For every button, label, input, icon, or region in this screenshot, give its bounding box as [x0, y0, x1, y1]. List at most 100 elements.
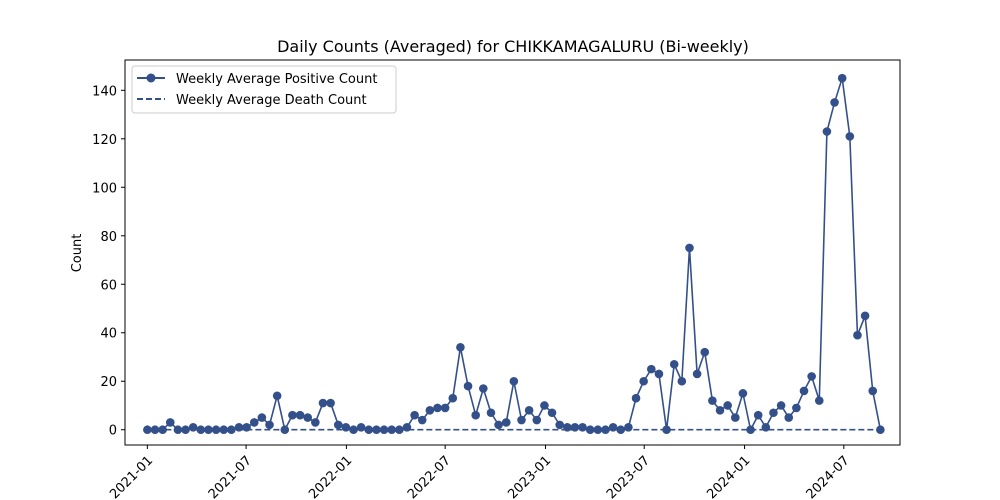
positive-count-point	[196, 425, 206, 435]
y-tick-label: 60	[100, 278, 117, 293]
positive-count-point	[631, 393, 641, 403]
positive-count-point	[448, 393, 458, 403]
positive-count-point	[647, 364, 656, 374]
positive-count-point	[219, 425, 229, 435]
positive-count-point	[853, 330, 862, 340]
positive-count-point	[746, 425, 755, 435]
positive-count-point	[303, 413, 313, 422]
y-tick-label: 140	[92, 84, 117, 99]
positive-count-point	[204, 425, 213, 435]
positive-count-point	[753, 410, 763, 420]
positive-count-point	[730, 413, 740, 422]
legend-death-label: Weekly Average Death Count	[176, 93, 367, 108]
y-tick-label: 40	[100, 327, 117, 342]
positive-count-point	[494, 420, 503, 430]
positive-count-point	[776, 401, 786, 410]
positive-count-point	[326, 398, 335, 408]
positive-count-point	[517, 415, 526, 425]
positive-count-point	[349, 425, 358, 435]
y-tick-label: 0	[109, 424, 117, 439]
y-axis-ticks: 0 20 40 60 80 100 120 140	[92, 84, 125, 439]
positive-count-point	[471, 410, 480, 420]
positive-count-point	[143, 425, 152, 435]
positive-count-point	[876, 425, 885, 435]
positive-count-point	[242, 423, 251, 432]
positive-count-point	[624, 423, 633, 432]
positive-count-point	[509, 376, 519, 386]
plot-frame	[124, 59, 901, 446]
positive-count-point	[669, 359, 679, 369]
positive-count-point	[769, 408, 778, 418]
legend-positive-label: Weekly Average Positive Count	[176, 72, 377, 87]
y-tick-label: 80	[100, 230, 117, 245]
positive-count-point	[463, 381, 473, 391]
positive-count-point	[822, 127, 832, 136]
legend-positive-marker	[146, 73, 156, 83]
positive-count-point	[265, 420, 274, 430]
positive-count-point	[578, 423, 587, 432]
positive-count-point	[555, 420, 564, 430]
positive-count-point	[165, 418, 175, 427]
positive-count-point	[860, 311, 870, 321]
positive-count-point	[570, 423, 580, 432]
positive-count-point	[868, 386, 878, 396]
positive-count-point	[608, 423, 618, 432]
positive-count-point	[173, 425, 183, 435]
positive-count-point	[792, 403, 801, 413]
positive-count-point	[402, 423, 412, 432]
positive-count-point	[249, 418, 259, 427]
positive-count-point	[158, 425, 167, 435]
positive-count-point	[723, 401, 732, 410]
plot-area	[143, 73, 885, 435]
positive-count-point	[364, 425, 374, 435]
y-tick-label: 20	[100, 375, 117, 390]
positive-count-point	[333, 420, 343, 430]
positive-count-point	[440, 403, 450, 413]
positive-count-point	[784, 413, 794, 422]
positive-count-point	[593, 425, 603, 435]
positive-count-point	[563, 423, 572, 432]
positive-count-point	[692, 369, 702, 379]
positive-count-point	[395, 425, 404, 435]
positive-count-point	[318, 398, 328, 408]
positive-count-point	[417, 415, 427, 425]
positive-count-point	[272, 391, 282, 401]
positive-count-point	[700, 347, 710, 357]
chart-title: Daily Counts (Averaged) for CHIKKAMAGALU…	[277, 37, 749, 56]
positive-count-point	[425, 406, 435, 415]
positive-count-point	[341, 423, 351, 432]
positive-count-point	[311, 418, 320, 427]
positive-count-point	[708, 396, 717, 405]
positive-count-point	[295, 410, 305, 420]
positive-count-point	[234, 423, 244, 432]
series-layer	[143, 73, 885, 435]
positive-count-point	[524, 406, 534, 415]
positive-count-point	[585, 425, 595, 435]
y-tick-label: 100	[92, 181, 117, 196]
positive-count-point	[540, 401, 549, 410]
positive-count-point	[150, 425, 160, 435]
positive-count-point	[181, 425, 190, 435]
positive-count-point	[227, 425, 236, 435]
positive-count-point	[845, 132, 855, 141]
positive-count-point	[807, 372, 816, 381]
positive-count-point	[601, 425, 610, 435]
positive-count-point	[356, 423, 366, 432]
positive-count-point	[639, 376, 648, 386]
positive-count-point	[479, 384, 488, 393]
positive-count-point	[379, 425, 389, 435]
positive-count-point	[433, 403, 442, 413]
positive-count-point	[211, 425, 221, 435]
y-axis-label: Count	[70, 234, 85, 273]
positive-count-point	[616, 425, 626, 435]
positive-count-point	[662, 425, 671, 435]
positive-count-point	[288, 410, 297, 420]
positive-count-point	[799, 386, 809, 396]
positive-count-point	[654, 369, 664, 379]
positive-count-point	[738, 389, 748, 398]
positive-count-point	[387, 425, 397, 435]
positive-count-point	[830, 98, 839, 107]
y-tick-label: 120	[92, 133, 117, 148]
